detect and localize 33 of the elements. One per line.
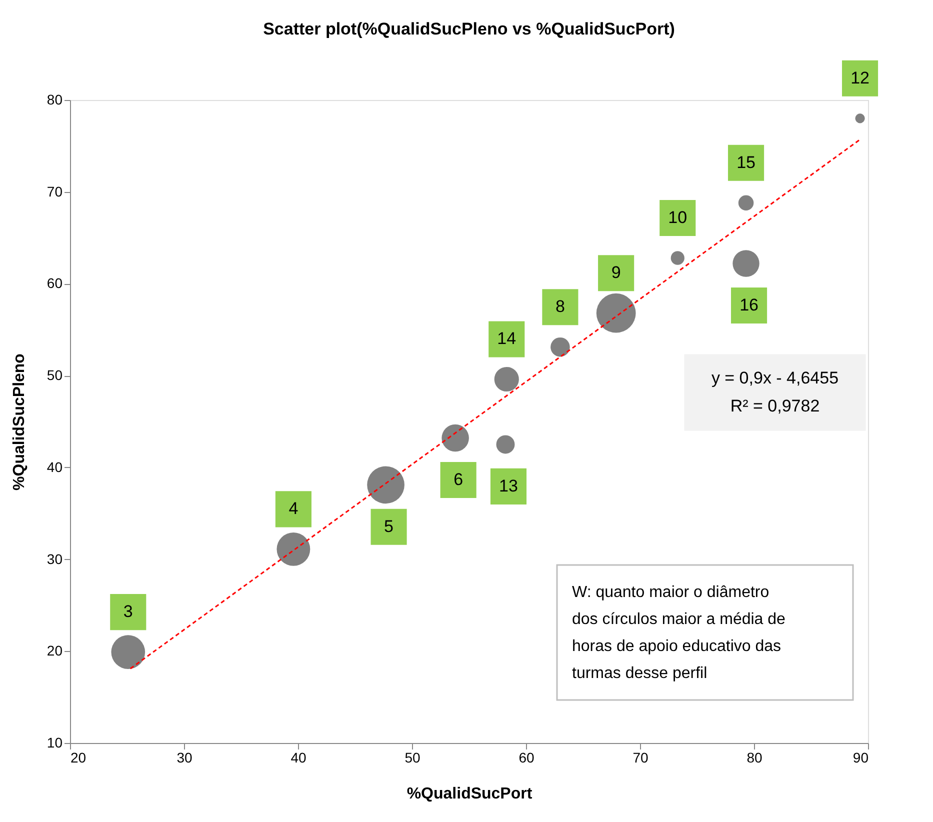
annotation: 9 bbox=[611, 263, 621, 282]
x-tick-label: 90 bbox=[852, 750, 869, 766]
annotation: 13 bbox=[499, 476, 518, 496]
annotation: 14 bbox=[497, 329, 516, 348]
y-tick-label: 40 bbox=[46, 458, 63, 475]
x-tick-label: 70 bbox=[632, 750, 648, 766]
annotation: 4 bbox=[288, 499, 298, 518]
x-tick-label: 20 bbox=[70, 750, 86, 766]
x-tick-label: 80 bbox=[746, 750, 762, 766]
y-axis-title: %QualidSucPleno bbox=[10, 353, 28, 490]
annotation: 5 bbox=[384, 516, 394, 536]
annotation: 12 bbox=[850, 68, 870, 88]
x-tick-label: 60 bbox=[518, 750, 534, 766]
y-tick-label: 80 bbox=[46, 92, 63, 108]
y-tick-label: 30 bbox=[46, 550, 63, 567]
x-tick-label: 30 bbox=[176, 750, 192, 766]
x-tick-label: 50 bbox=[404, 750, 420, 766]
annotation: 3 bbox=[123, 602, 133, 622]
y-tick-label: 60 bbox=[46, 275, 63, 292]
chart-title: Scatter plot(%QualidSucPleno vs %QualidSucPort) bbox=[263, 19, 675, 38]
annotation: 8 bbox=[555, 297, 565, 316]
annotation: 15 bbox=[736, 152, 756, 172]
annotation: 6 bbox=[454, 470, 464, 490]
y-tick-label: 10 bbox=[46, 734, 63, 750]
x-tick-label: 40 bbox=[290, 750, 306, 766]
x-axis-title: %QualidSucPort bbox=[406, 786, 533, 802]
y-tick-label: 20 bbox=[46, 642, 63, 659]
annotation: y = 0,9x - 4,6455 R² = 0,9782 bbox=[711, 368, 839, 416]
y-tick-label: 50 bbox=[46, 367, 63, 384]
annotation: 16 bbox=[740, 296, 758, 315]
annotation: W: quanto maior o diâmetro dos círculos maior a média de horas de apoio educativo das turmas desse perfil bbox=[572, 584, 786, 682]
y-tick-label: 70 bbox=[46, 183, 63, 200]
annotation: 10 bbox=[668, 208, 688, 227]
